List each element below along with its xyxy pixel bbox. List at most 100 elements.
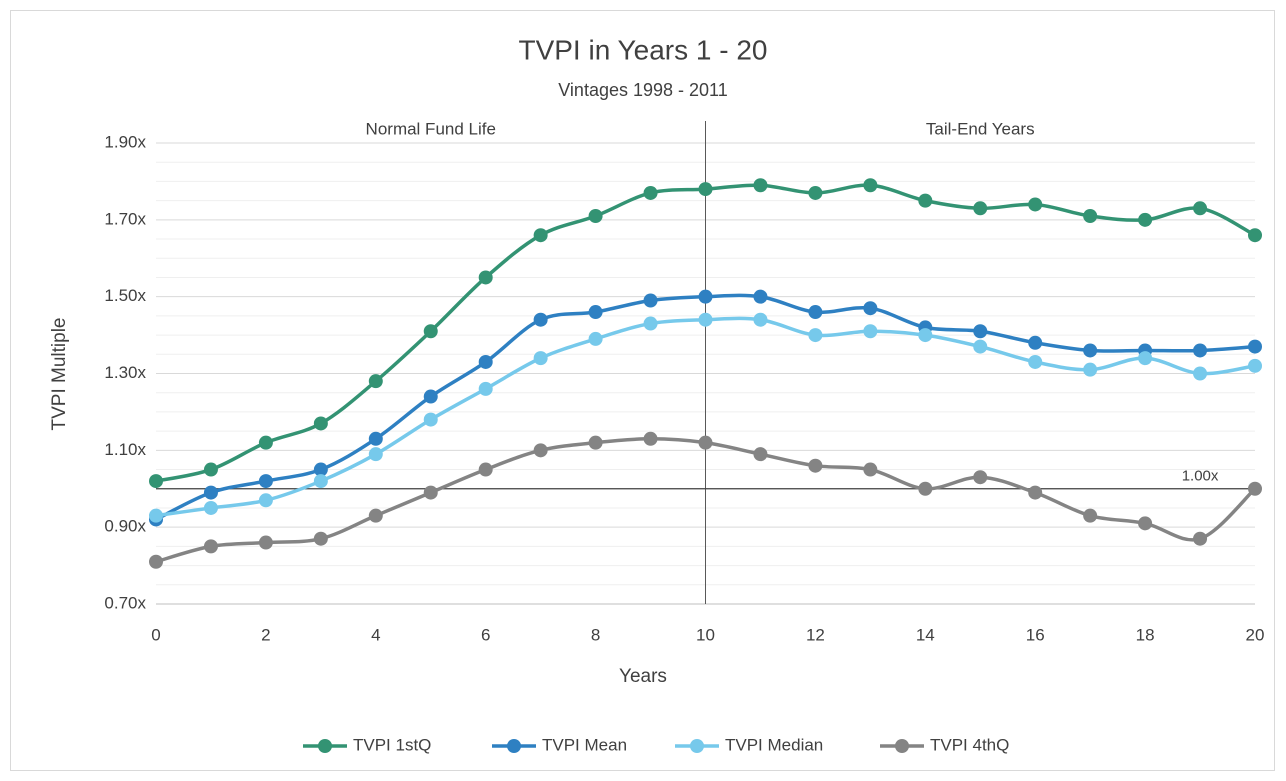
chart-frame — [10, 10, 1275, 771]
point-marker — [533, 312, 548, 327]
point-marker — [1193, 366, 1208, 381]
x-tick-label: 4 — [371, 625, 380, 644]
y-tick-label: 0.70x — [104, 593, 146, 612]
x-tick-label: 16 — [1026, 625, 1045, 644]
point-marker — [258, 535, 273, 550]
point-marker — [863, 324, 878, 339]
point-marker — [258, 474, 273, 489]
legend-marker — [507, 739, 521, 753]
point-marker — [973, 324, 988, 339]
point-marker — [1193, 531, 1208, 546]
point-marker — [1248, 481, 1262, 496]
point-marker — [643, 293, 658, 308]
legend-label: TVPI Mean — [542, 735, 627, 754]
point-marker — [1028, 354, 1043, 369]
point-marker — [533, 351, 548, 366]
point-marker — [1248, 228, 1262, 243]
point-marker — [643, 316, 658, 331]
point-marker — [478, 381, 493, 396]
point-marker — [313, 531, 328, 546]
point-marker — [698, 182, 713, 197]
point-marker — [368, 374, 383, 389]
point-marker — [1028, 197, 1043, 212]
x-tick-label: 0 — [151, 625, 160, 644]
point-marker — [1083, 362, 1098, 377]
point-marker — [588, 435, 603, 450]
point-marker — [258, 435, 273, 450]
y-tick-label: 1.70x — [104, 209, 146, 228]
point-marker — [753, 289, 768, 304]
point-marker — [478, 270, 493, 285]
point-marker — [1193, 201, 1208, 216]
point-marker — [808, 185, 823, 200]
point-marker — [973, 470, 988, 485]
point-marker — [698, 312, 713, 327]
point-marker — [918, 193, 933, 208]
legend-marker — [895, 739, 909, 753]
point-marker — [863, 301, 878, 316]
point-marker — [588, 305, 603, 320]
point-marker — [149, 474, 163, 489]
x-tick-label: 2 — [261, 625, 270, 644]
point-marker — [863, 462, 878, 477]
region-label: Normal Fund Life — [366, 119, 496, 138]
point-marker — [1083, 208, 1098, 223]
point-marker — [1138, 516, 1153, 531]
point-marker — [533, 228, 548, 243]
point-marker — [149, 508, 163, 523]
legend-label: TVPI 1stQ — [353, 735, 431, 754]
point-marker — [203, 500, 218, 515]
point-marker — [203, 539, 218, 554]
point-marker — [423, 389, 438, 404]
point-marker — [423, 485, 438, 500]
point-marker — [203, 485, 218, 500]
point-marker — [368, 508, 383, 523]
point-marker — [149, 554, 163, 569]
y-axis-label: TVPI Multiple — [49, 318, 70, 431]
point-marker — [313, 474, 328, 489]
point-marker — [918, 328, 933, 343]
point-marker — [973, 339, 988, 354]
x-tick-label: 6 — [481, 625, 490, 644]
point-marker — [588, 208, 603, 223]
point-marker — [533, 443, 548, 458]
x-tick-label: 8 — [591, 625, 600, 644]
x-tick-label: 14 — [916, 625, 935, 644]
point-marker — [313, 462, 328, 477]
y-tick-label: 1.30x — [104, 363, 146, 382]
point-marker — [478, 354, 493, 369]
point-marker — [1028, 335, 1043, 350]
point-marker — [698, 289, 713, 304]
legend-marker — [690, 739, 704, 753]
point-marker — [368, 431, 383, 446]
reference-label: 1.00x — [1182, 468, 1219, 485]
point-marker — [643, 185, 658, 200]
x-axis-label: Years — [619, 666, 667, 687]
chart-title: TVPI in Years 1 - 20 — [518, 34, 767, 65]
point-marker — [643, 431, 658, 446]
point-marker — [808, 328, 823, 343]
point-marker — [423, 412, 438, 427]
point-marker — [918, 481, 933, 496]
point-marker — [1138, 212, 1153, 227]
point-marker — [368, 447, 383, 462]
point-marker — [1083, 508, 1098, 523]
point-marker — [1083, 343, 1098, 358]
point-marker — [1248, 358, 1262, 373]
point-marker — [753, 178, 768, 193]
point-marker — [423, 324, 438, 339]
x-tick-label: 18 — [1136, 625, 1155, 644]
x-tick-label: 20 — [1246, 625, 1265, 644]
x-tick-label: 10 — [696, 625, 715, 644]
y-tick-label: 0.90x — [104, 517, 146, 536]
region-label: Tail-End Years — [926, 119, 1035, 138]
point-marker — [203, 462, 218, 477]
y-tick-label: 1.50x — [104, 286, 146, 305]
chart-subtitle: Vintages 1998 - 2011 — [558, 80, 727, 100]
point-marker — [863, 178, 878, 193]
point-marker — [1193, 343, 1208, 358]
point-marker — [313, 416, 328, 431]
legend-marker — [318, 739, 332, 753]
point-marker — [808, 458, 823, 473]
